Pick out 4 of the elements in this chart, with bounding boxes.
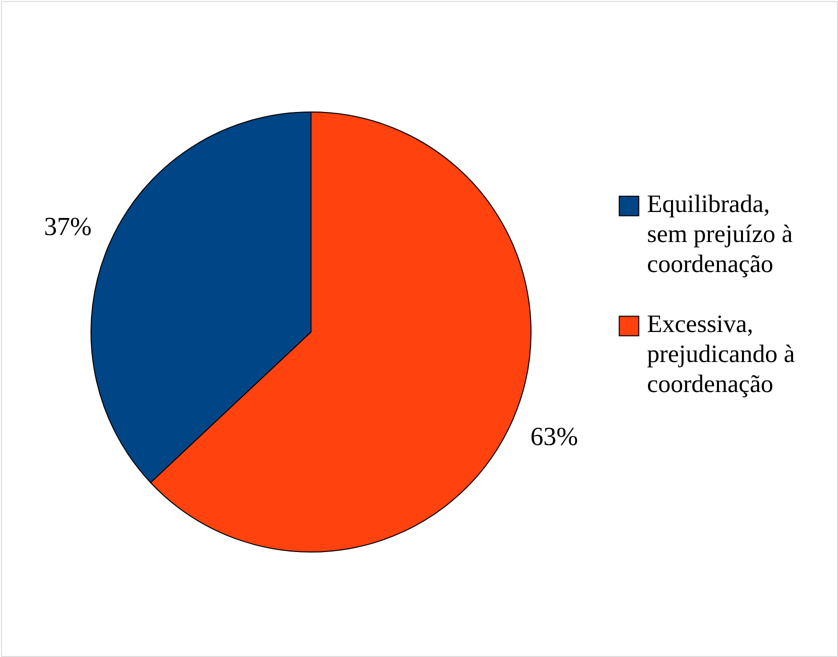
data-label: 63% — [530, 422, 578, 452]
legend-label: Excessiva, prejudicando à coordenação — [647, 311, 795, 398]
legend-label: Equilibrada, sem prejuízo à coordenação — [647, 191, 793, 278]
data-label: 37% — [44, 212, 92, 241]
